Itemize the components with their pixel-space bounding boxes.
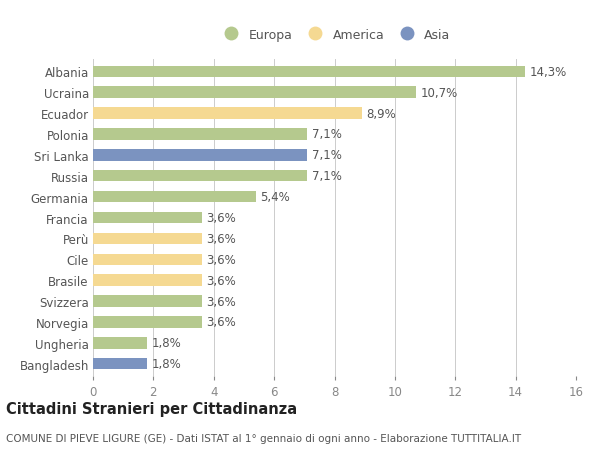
Text: COMUNE DI PIEVE LIGURE (GE) - Dati ISTAT al 1° gennaio di ogni anno - Elaborazio: COMUNE DI PIEVE LIGURE (GE) - Dati ISTAT… [6, 433, 521, 442]
Bar [93, 108, 362, 120]
Text: 7,1%: 7,1% [312, 149, 342, 162]
Bar [93, 275, 202, 286]
Text: 7,1%: 7,1% [312, 170, 342, 183]
Bar [93, 150, 307, 161]
Text: 3,6%: 3,6% [206, 274, 236, 287]
Text: 1,8%: 1,8% [152, 358, 182, 370]
Bar [93, 358, 148, 369]
Bar [93, 233, 202, 245]
Text: 8,9%: 8,9% [366, 107, 396, 120]
Bar [93, 67, 524, 78]
Text: 7,1%: 7,1% [312, 128, 342, 141]
Bar [93, 316, 202, 328]
Bar [93, 254, 202, 265]
Text: 3,6%: 3,6% [206, 232, 236, 246]
Text: 5,4%: 5,4% [260, 190, 290, 204]
Bar [93, 213, 202, 224]
Text: 3,6%: 3,6% [206, 253, 236, 266]
Text: 1,8%: 1,8% [152, 336, 182, 349]
Text: 3,6%: 3,6% [206, 316, 236, 329]
Text: 10,7%: 10,7% [421, 87, 458, 100]
Bar [93, 337, 148, 349]
Bar [93, 129, 307, 140]
Text: Cittadini Stranieri per Cittadinanza: Cittadini Stranieri per Cittadinanza [6, 401, 297, 416]
Bar [93, 171, 307, 182]
Text: 14,3%: 14,3% [529, 66, 566, 78]
Bar [93, 191, 256, 203]
Bar [93, 87, 416, 99]
Bar [93, 296, 202, 307]
Legend: Europa, America, Asia: Europa, America, Asia [215, 25, 454, 45]
Text: 3,6%: 3,6% [206, 212, 236, 224]
Text: 3,6%: 3,6% [206, 295, 236, 308]
